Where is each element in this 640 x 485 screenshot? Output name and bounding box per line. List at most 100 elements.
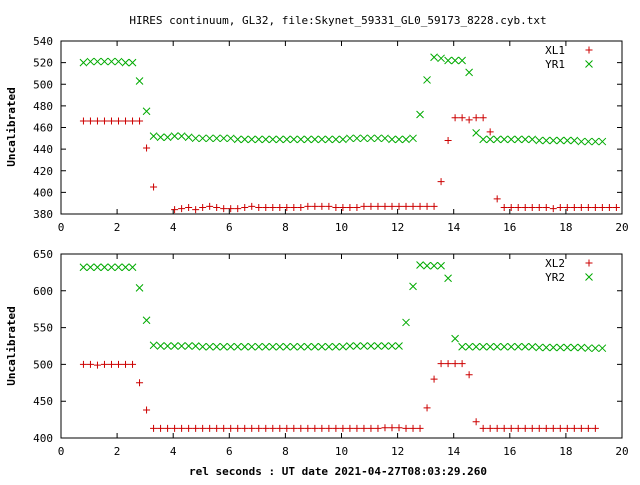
x-tick-label: 12: [391, 221, 404, 234]
data-point: [136, 379, 144, 387]
data-point: [367, 342, 375, 350]
data-point: [570, 343, 579, 352]
data-point: [472, 114, 480, 122]
data-point: [346, 424, 354, 432]
data-point: [381, 202, 389, 210]
data-point: [521, 204, 529, 212]
data-point: [486, 135, 495, 144]
data-point: [296, 342, 305, 351]
data-point: [430, 53, 438, 62]
y-tick-label: 460: [33, 122, 53, 135]
data-point: [283, 424, 291, 432]
data-point: [591, 424, 599, 432]
data-point: [549, 136, 558, 145]
data-point: [591, 344, 600, 353]
data-point: [220, 424, 228, 432]
data-point: [416, 261, 424, 269]
x-tick-label: 20: [615, 445, 628, 458]
legend-label: YR2: [545, 271, 565, 284]
data-point: [339, 424, 347, 432]
data-point: [416, 110, 424, 119]
legend-entry-xl1: XL1: [545, 44, 593, 57]
data-point: [86, 263, 95, 272]
data-point: [171, 206, 179, 214]
y-tick-label: 380: [33, 208, 53, 221]
y-tick-label: 650: [33, 248, 53, 261]
data-point: [465, 342, 473, 351]
data-point: [507, 135, 516, 144]
x-tick-label: 0: [58, 221, 65, 234]
data-point: [121, 263, 130, 272]
data-point: [535, 424, 543, 432]
y-tick-label: 450: [33, 395, 53, 408]
data-point: [556, 204, 564, 212]
data-point: [381, 134, 389, 143]
data-point: [549, 343, 558, 352]
data-point: [171, 424, 179, 432]
chart-panel-1: 0 2 4 6 8 10 12 14 16 18 20 380 400 420 440 460 480 500 52…: [5, 35, 629, 234]
data-point: [303, 342, 312, 351]
data-point: [598, 344, 607, 353]
x-tick-label: 20: [615, 221, 628, 234]
data-point: [486, 424, 494, 432]
plot-frame: [60, 40, 623, 215]
data-point: [444, 56, 452, 65]
data-point: [213, 424, 221, 432]
data-point: [247, 342, 256, 351]
data-point: [135, 77, 144, 85]
data-point: [374, 202, 382, 210]
data-point: [289, 342, 298, 351]
data-point: [234, 424, 242, 432]
legend-entry-yr2: YR2: [545, 271, 593, 284]
data-point: [240, 135, 249, 144]
data-point: [416, 202, 424, 210]
data-point: [430, 375, 438, 383]
data-point: [318, 342, 326, 351]
data-point: [353, 204, 361, 212]
data-point: [486, 342, 495, 351]
x-tick-label: 6: [226, 445, 233, 458]
data-point: [360, 134, 368, 143]
data-point: [584, 204, 592, 212]
data-point: [388, 424, 396, 432]
data-point: [192, 424, 200, 432]
data-point: [93, 263, 102, 272]
data-point: [402, 202, 410, 210]
data-point: [402, 135, 410, 144]
data-point: [164, 424, 172, 432]
x-tick-label: 8: [282, 221, 289, 234]
data-point: [262, 424, 270, 432]
data-point: [409, 282, 417, 291]
data-point: [325, 135, 333, 144]
data-point: [247, 135, 256, 144]
data-point: [184, 342, 193, 350]
data-point: [444, 274, 452, 283]
data-point: [563, 204, 571, 212]
data-point: [584, 137, 593, 146]
data-point: [261, 342, 270, 351]
data-point: [437, 261, 445, 270]
data-point: [254, 135, 263, 144]
data-point: [177, 132, 186, 141]
data-point: [297, 424, 305, 432]
data-point: [465, 116, 473, 124]
x-tick-label: 12: [391, 445, 404, 458]
data-point: [500, 342, 509, 351]
x-tick-label: 4: [170, 445, 177, 458]
data-point: [360, 342, 368, 350]
data-point: [353, 342, 361, 350]
data-point: [100, 57, 109, 66]
data-point: [514, 204, 522, 212]
data-point: [170, 132, 179, 141]
data-point: [261, 135, 270, 144]
data-point: [423, 261, 431, 270]
data-point: [311, 424, 319, 432]
data-point: [458, 56, 466, 65]
x-tick-label: 16: [503, 445, 516, 458]
legend-marker: [585, 46, 593, 54]
data-point: [577, 204, 585, 212]
data-point: [346, 204, 354, 212]
data-point: [276, 424, 284, 432]
data-point: [381, 424, 389, 432]
